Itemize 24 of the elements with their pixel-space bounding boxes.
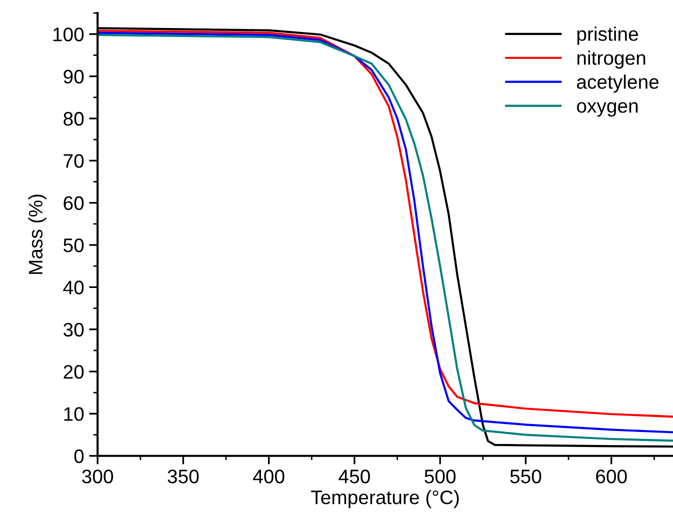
y-tick-label: 20 <box>64 364 84 379</box>
legend-label: acetylene <box>576 74 659 93</box>
y-tick-label: 0 <box>74 449 84 464</box>
y-tick-label: 100 <box>53 28 84 42</box>
x-tick-label: 350 <box>168 470 199 484</box>
y-axis-title: Mass (%) <box>28 194 46 274</box>
y-tick-label: 60 <box>64 196 84 210</box>
y-tick-label: 10 <box>64 407 84 421</box>
y-tick-label: 70 <box>64 154 84 168</box>
x-tick-label: 300 <box>82 470 114 484</box>
y-tick-label: 30 <box>64 322 84 337</box>
x-tick-label: 500 <box>424 470 456 484</box>
x-tick-label: 450 <box>338 470 370 484</box>
legend-label: nitrogen <box>577 50 646 69</box>
legend-label: oxygen <box>576 102 638 117</box>
y-tick-label: 80 <box>64 112 84 126</box>
y-tick-label: 50 <box>64 238 84 252</box>
x-tick-label: 400 <box>253 470 284 484</box>
y-tick-label: 40 <box>63 280 84 294</box>
x-axis-title: Temperature (°C) <box>311 490 459 508</box>
legend-label: pristine <box>577 26 638 45</box>
x-tick-label: 550 <box>510 470 542 484</box>
x-tick-label: 600 <box>596 470 627 484</box>
y-tick-label: 90 <box>64 70 84 84</box>
